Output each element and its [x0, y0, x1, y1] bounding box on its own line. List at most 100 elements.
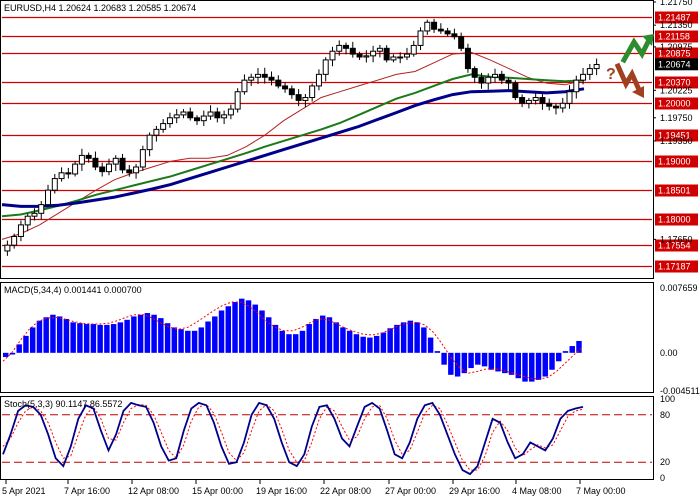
price-tick-label-0: 1.21750	[660, 0, 693, 7]
macd-bar	[427, 337, 434, 353]
macd-bar	[535, 352, 542, 380]
stoch-label: Stoch(5,3,3) 90.1147 86.5572	[4, 399, 122, 409]
candle	[58, 167, 65, 182]
candle	[31, 208, 38, 221]
candle	[580, 67, 587, 85]
candle	[72, 160, 79, 177]
candle	[525, 97, 532, 109]
candle	[343, 42, 350, 55]
candle	[146, 132, 153, 157]
candle	[241, 74, 248, 95]
macd-bar	[340, 327, 346, 353]
candle	[234, 88, 241, 113]
macd-bar	[313, 318, 319, 353]
candle	[410, 40, 417, 57]
time-tick-label-5: 22 Apr 08:00	[320, 486, 371, 496]
current-price-text: 1.20674	[658, 59, 691, 69]
candle	[431, 18, 438, 33]
candle	[586, 63, 593, 80]
price-tick-label-6: 1.17650	[660, 234, 693, 244]
macd-bar	[225, 306, 232, 353]
level-tag-2	[655, 47, 698, 60]
macd-bar	[461, 352, 468, 374]
level-tag-0	[655, 11, 698, 24]
macd-bar	[569, 346, 575, 353]
macd-bar	[319, 315, 326, 353]
macd-bar	[158, 318, 164, 353]
level-tag-text-6: 1.19000	[658, 157, 691, 167]
candle	[4, 240, 11, 256]
macd-bar	[83, 324, 90, 353]
candle	[444, 27, 451, 37]
macd-bar	[529, 352, 535, 382]
macd-bar	[36, 320, 43, 353]
candle	[85, 152, 92, 163]
price-axis: 1.21487 1.21158 1.20875 1.20370 1.20000 1.194…	[653, 0, 698, 273]
macd-bar	[481, 352, 488, 367]
macd-bar	[448, 352, 454, 375]
candle	[11, 233, 18, 249]
macd-bar	[124, 319, 130, 353]
candle	[51, 173, 58, 194]
level-tag-text-9: 1.17554	[658, 241, 691, 251]
macd-bar	[259, 310, 265, 353]
macd-bar	[576, 340, 582, 353]
macd-bar	[3, 352, 9, 358]
macd-bar	[508, 352, 515, 375]
level-tag-7	[655, 184, 698, 197]
level-tag-text-7: 1.18501	[658, 186, 691, 196]
candle	[275, 75, 282, 89]
macd-bar	[556, 352, 562, 362]
macd-bar	[380, 332, 387, 353]
main-panel-frame	[0, 0, 654, 279]
candle	[492, 68, 499, 83]
candle	[187, 107, 194, 121]
candle	[349, 41, 356, 58]
macd-bar	[441, 352, 447, 365]
macd-bar	[326, 317, 333, 353]
macd-bar	[50, 314, 56, 353]
macd-bar	[414, 322, 420, 353]
macd-bar	[360, 336, 366, 353]
macd-bar	[110, 324, 117, 353]
candle	[38, 200, 45, 220]
macd-bar	[542, 352, 548, 377]
macd-bar	[245, 300, 252, 353]
macd-bar	[164, 323, 171, 353]
arrow-down-icon	[614, 62, 644, 98]
macd-bar	[272, 324, 279, 353]
candle	[539, 92, 546, 110]
macd-bar	[191, 330, 198, 353]
candle	[505, 77, 512, 90]
level-tag-8	[655, 213, 698, 226]
candle	[437, 23, 444, 34]
candle	[119, 153, 126, 174]
candle	[126, 165, 133, 177]
level-tag-text-1: 1.21158	[658, 32, 690, 42]
candle	[160, 119, 167, 133]
symbol-ohlc-readout: EURUSD,H4 1.20624 1.20683 1.20585 1.2067…	[4, 3, 196, 13]
macd-bar	[9, 352, 16, 355]
candle	[397, 52, 404, 64]
candle	[403, 47, 410, 60]
macd-bar	[299, 330, 306, 353]
candle	[288, 85, 295, 99]
moving-average-2	[1, 87, 585, 208]
candle	[464, 43, 471, 73]
candle	[478, 72, 485, 89]
macd-bar	[198, 327, 205, 353]
macd-bar	[495, 352, 501, 372]
candle	[153, 125, 160, 142]
candle	[214, 107, 221, 123]
stoch-panel-frame	[0, 396, 654, 480]
level-tag-10	[655, 260, 698, 273]
macd-bar	[293, 334, 299, 353]
level-tag-3	[655, 76, 698, 89]
candle	[363, 50, 370, 63]
macd-bar	[549, 352, 555, 370]
macd-bar	[286, 334, 292, 353]
level-tag-text-0: 1.21487	[658, 13, 691, 23]
candle	[458, 32, 465, 52]
macd-bar	[394, 324, 400, 353]
